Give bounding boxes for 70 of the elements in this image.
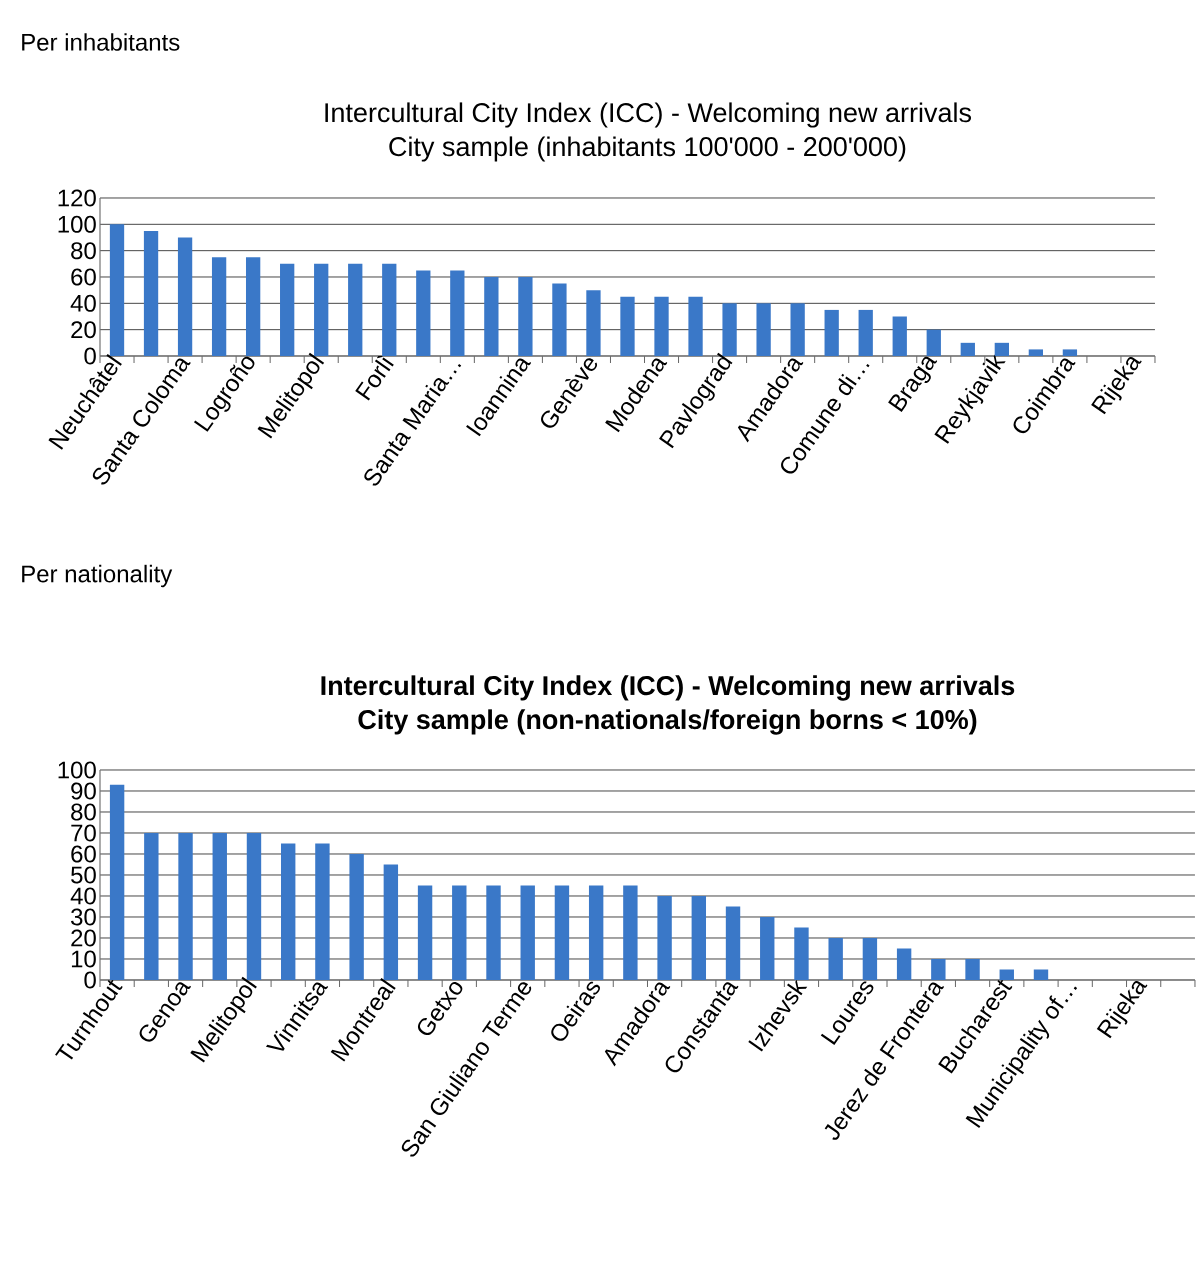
y-tick-label: 20 <box>71 321 96 339</box>
bar <box>315 843 330 980</box>
bar <box>862 938 878 980</box>
bar <box>858 309 873 356</box>
bar <box>281 843 296 980</box>
bar <box>926 329 941 356</box>
bar <box>1033 969 1049 980</box>
bar <box>552 283 567 356</box>
y-tick-label: 40 <box>70 294 96 312</box>
bar <box>623 885 638 980</box>
bar <box>960 342 975 356</box>
bar <box>586 290 601 356</box>
bar <box>657 896 672 980</box>
bar <box>1028 349 1044 356</box>
bar <box>756 303 771 356</box>
bar <box>520 885 535 980</box>
bar <box>484 277 499 356</box>
text: Per nationality <box>22 564 173 588</box>
bar <box>554 885 570 980</box>
chart-title: Intercultural City Index (ICC) - Welcoming new arrivals <box>325 102 972 128</box>
y-tick-label: 90 <box>71 782 96 800</box>
bar <box>725 906 741 980</box>
bar <box>931 959 946 980</box>
bar <box>109 224 125 356</box>
bar <box>416 270 431 356</box>
y-tick-label: 60 <box>71 268 96 286</box>
bar <box>994 342 1009 356</box>
bar <box>109 784 125 980</box>
bar <box>1062 349 1078 356</box>
bar <box>383 864 399 980</box>
bar <box>450 270 465 356</box>
y-tick-label: 80 <box>71 242 96 260</box>
y-tick-label: 120 <box>58 189 96 207</box>
bar <box>790 303 805 356</box>
bar <box>452 885 467 980</box>
chart-title: Intercultural City Index (ICC) - Welcoming new arrivals <box>321 675 1015 701</box>
bar <box>144 833 159 980</box>
y-tick-label: 80 <box>71 803 96 821</box>
y-tick-label: 30 <box>71 908 96 926</box>
chart-subtitle: City sample (non-nationals/foreign borns < 10%) <box>358 709 977 735</box>
bar <box>620 296 635 356</box>
bar <box>417 885 433 980</box>
y-tick-label: 100 <box>58 761 96 779</box>
bar <box>828 938 843 980</box>
bar <box>824 309 839 356</box>
bar <box>177 237 193 356</box>
bar <box>896 948 912 980</box>
y-tick-label: 40 <box>70 887 96 905</box>
chart-subtitle: City sample (inhabitants 100'000 - 200'000) <box>389 136 906 162</box>
y-tick-label: 10 <box>71 950 96 968</box>
text: Per inhabitants <box>22 33 180 51</box>
bar <box>348 263 363 356</box>
y-tick-label: 70 <box>71 824 96 842</box>
bar <box>518 277 533 356</box>
bar <box>486 885 501 980</box>
bar <box>965 959 980 980</box>
bar <box>691 896 707 980</box>
bar <box>760 917 775 980</box>
bar <box>211 257 227 356</box>
y-tick-label: 20 <box>71 929 96 947</box>
bar <box>588 885 604 980</box>
bar <box>143 230 159 356</box>
bar <box>794 927 809 980</box>
bar <box>382 263 397 356</box>
bar <box>999 969 1014 980</box>
bar <box>892 316 907 356</box>
bar <box>349 854 364 980</box>
y-tick-label: 60 <box>71 845 96 863</box>
y-tick-label: 100 <box>58 215 96 233</box>
y-tick-label: 50 <box>71 866 96 884</box>
